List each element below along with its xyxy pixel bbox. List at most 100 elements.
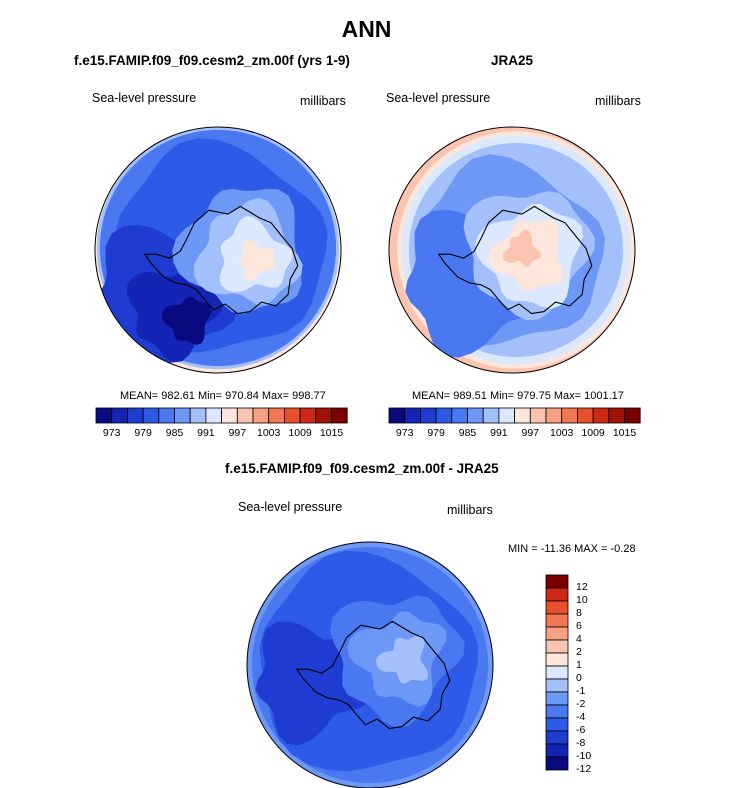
cb1-box-8 bbox=[221, 407, 238, 424]
panel1-contour-4 bbox=[96, 224, 238, 373]
cb3-box-14 bbox=[545, 756, 569, 771]
cb3-tick-label: 4 bbox=[576, 633, 582, 645]
panel2-contour-2 bbox=[401, 135, 631, 365]
cb1-box-10 bbox=[252, 407, 270, 424]
panel1-field bbox=[95, 127, 341, 373]
cb2-box-5 bbox=[467, 407, 484, 424]
cb1-box-14 bbox=[315, 407, 332, 424]
cb3-box-5 bbox=[545, 639, 569, 654]
cb1-box-15 bbox=[331, 407, 348, 424]
panel2-contour-0 bbox=[389, 127, 635, 373]
cb1-box-6 bbox=[189, 407, 207, 424]
panel2-title: JRA25 bbox=[491, 53, 534, 68]
cb2-box-10 bbox=[545, 407, 563, 424]
panel2-stats: MEAN= 989.51 Min= 979.75 Max= 1001.17 bbox=[412, 390, 624, 402]
figure-title: ANN bbox=[341, 16, 392, 42]
cb2-tick-label: 985 bbox=[458, 427, 477, 439]
panel2-contour-5 bbox=[405, 209, 547, 358]
cb2-box-8 bbox=[514, 407, 531, 424]
cb3-box-13 bbox=[545, 743, 569, 758]
cb2-box-11 bbox=[561, 407, 578, 424]
cb1-tick-label: 985 bbox=[165, 427, 184, 439]
panel1-contour-10 bbox=[238, 239, 276, 281]
cb1-box-2 bbox=[127, 407, 144, 424]
cb2-tick-label: 973 bbox=[395, 427, 414, 439]
cb2-box-6 bbox=[482, 407, 500, 424]
cb2-box-12 bbox=[577, 407, 594, 424]
cb2-tick-label: 991 bbox=[490, 427, 508, 439]
cb1-box-13 bbox=[299, 407, 317, 424]
panel1-coastline bbox=[143, 205, 299, 315]
cb1-box-4 bbox=[158, 407, 175, 424]
cb3-box-0 bbox=[545, 574, 569, 589]
panel3-field bbox=[247, 542, 493, 788]
cb3-box-12 bbox=[545, 730, 569, 745]
cb3-tick-label: 10 bbox=[576, 594, 588, 606]
cb3-tick-label: 0 bbox=[576, 672, 582, 684]
panel2-contour-3 bbox=[408, 142, 624, 358]
panel1-contour-9 bbox=[219, 216, 293, 292]
panel2-contour-7 bbox=[475, 204, 584, 309]
cb1-tick-label: 1015 bbox=[319, 427, 344, 439]
cb3-tick-label: 8 bbox=[576, 607, 582, 619]
cb3-box-4 bbox=[545, 626, 569, 641]
cb3-tick-label: 12 bbox=[576, 581, 588, 593]
cb2-box-14 bbox=[608, 407, 625, 424]
cb3-box-7 bbox=[545, 665, 569, 680]
panel1-contour-8 bbox=[193, 197, 303, 305]
cb1-box-9 bbox=[236, 407, 254, 424]
cb3-tick-label: -12 bbox=[576, 763, 592, 775]
cb1-box-0 bbox=[95, 407, 113, 424]
cb3-tick-label: -2 bbox=[576, 698, 586, 710]
cb1-box-12 bbox=[283, 407, 301, 424]
panel3-contour-0 bbox=[247, 542, 493, 788]
panel3-title: f.e15.FAMIP.f09_f09.cesm2_zm.00f - JRA25 bbox=[225, 461, 499, 476]
cb2-box-7 bbox=[498, 407, 515, 424]
cb3-box-3 bbox=[545, 613, 569, 628]
panel3-contour-3 bbox=[255, 621, 373, 746]
panel1-title: f.e15.FAMIP.f09_f09.cesm2_zm.00f (yrs 1-… bbox=[74, 53, 350, 68]
panel2-units: millibars bbox=[595, 94, 641, 108]
cb1-tick-label: 991 bbox=[197, 427, 215, 439]
panel3-contour-1 bbox=[251, 546, 489, 784]
cb3-tick-label: -4 bbox=[576, 711, 586, 723]
cb1-tick-label: 1009 bbox=[288, 427, 312, 439]
panel2-contour-1 bbox=[397, 131, 635, 369]
panel1-contour-1 bbox=[96, 127, 340, 370]
panel3-contour-4 bbox=[330, 595, 465, 728]
panel3-units: millibars bbox=[447, 503, 493, 517]
cb1-box-11 bbox=[268, 407, 285, 424]
panel2-variable: Sea-level pressure bbox=[386, 91, 491, 105]
cb3-box-1 bbox=[545, 587, 569, 602]
cb3-tick-label: -10 bbox=[576, 750, 592, 762]
cb3-box-6 bbox=[545, 652, 569, 667]
cb2-box-15 bbox=[624, 407, 641, 424]
panel3-boundary bbox=[246, 541, 494, 788]
panel3-contour-2 bbox=[259, 550, 479, 772]
panel2-boundary bbox=[388, 126, 636, 374]
cb3-box-10 bbox=[545, 704, 569, 719]
panel3-variable: Sea-level pressure bbox=[238, 500, 343, 514]
cb1-tick-label: 979 bbox=[134, 427, 152, 439]
cb2-tick-label: 979 bbox=[427, 427, 445, 439]
cb3-tick-label: -8 bbox=[576, 737, 586, 749]
cb1-box-1 bbox=[111, 407, 128, 424]
panel2-contour-8 bbox=[488, 219, 564, 292]
cb1-tick-label: 973 bbox=[102, 427, 121, 439]
cb2-tick-label: 997 bbox=[521, 427, 540, 439]
cb3-tick-label: 1 bbox=[576, 659, 582, 671]
cb3-tick-label: -6 bbox=[576, 724, 586, 736]
cb2-tick-label: 1015 bbox=[612, 427, 637, 439]
cb2-box-13 bbox=[592, 407, 610, 424]
cb1-box-5 bbox=[174, 407, 191, 424]
cb2-box-1 bbox=[404, 407, 421, 424]
cb3-box-9 bbox=[545, 691, 569, 706]
cb3-tick-label: 6 bbox=[576, 620, 582, 632]
panel1-units: millibars bbox=[300, 94, 346, 108]
panel1-contour-0 bbox=[95, 127, 341, 373]
panel1-contour-6 bbox=[161, 296, 212, 345]
panel2-contour-9 bbox=[502, 229, 541, 267]
panel3-coastline bbox=[295, 620, 451, 730]
panel2-contour-4 bbox=[416, 154, 605, 346]
cb2-box-4 bbox=[451, 407, 468, 424]
